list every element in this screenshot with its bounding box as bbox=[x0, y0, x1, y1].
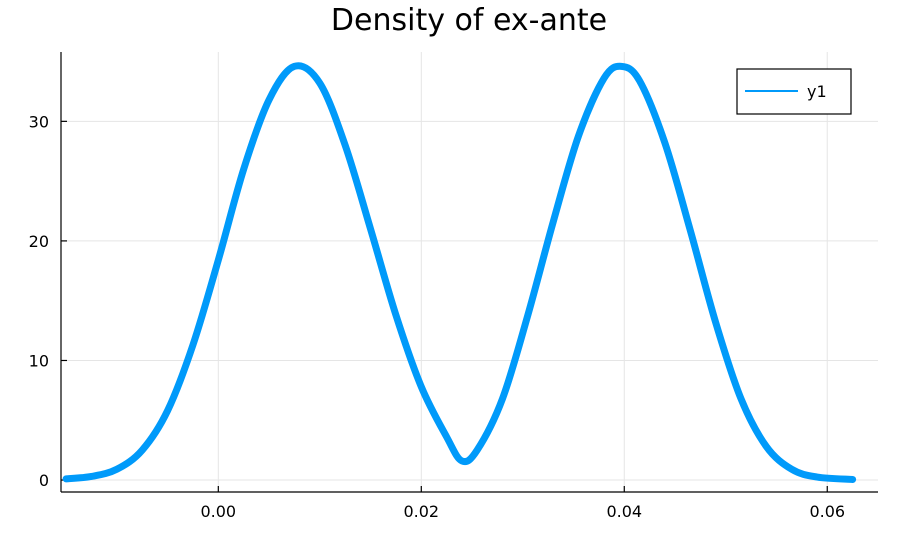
series-layer bbox=[62, 62, 857, 483]
series-line-y1 bbox=[62, 62, 857, 483]
y-tick-label: 10 bbox=[29, 351, 49, 370]
x-tick-label: 0.06 bbox=[809, 502, 845, 521]
x-tick-label: 0.00 bbox=[200, 502, 236, 521]
legend: y1 bbox=[736, 68, 852, 115]
legend-label-y1: y1 bbox=[807, 82, 827, 101]
axes bbox=[60, 52, 878, 493]
y-tick-label: 30 bbox=[29, 112, 49, 131]
ticks: 0.00 0.02 0.04 0.06 0 10 20 30 bbox=[29, 112, 845, 521]
x-tick-label: 0.04 bbox=[606, 502, 642, 521]
grid bbox=[61, 52, 878, 492]
chart-title: Density of ex-ante bbox=[331, 3, 607, 38]
x-tick-label: 0.02 bbox=[403, 502, 439, 521]
y-tick-label: 20 bbox=[29, 232, 49, 251]
y-tick-label: 0 bbox=[39, 471, 49, 490]
